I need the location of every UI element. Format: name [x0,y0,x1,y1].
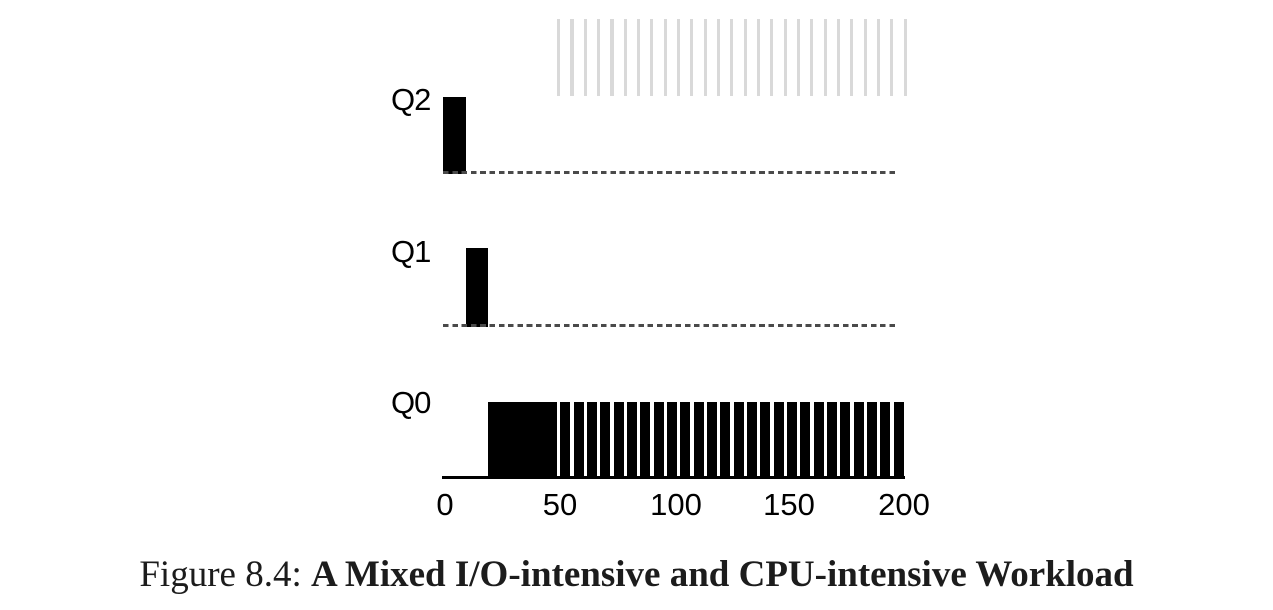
cpu-job-slice-q0 [560,402,571,477]
figure-caption-prefix: Figure 8.4: [139,554,311,595]
io-burst-tick [756,19,761,96]
cpu-job-slice-q0 [773,402,784,477]
cpu-job-slice-q0 [613,402,624,477]
io-burst-tick [636,19,641,96]
cpu-job-slice-q0 [680,402,691,477]
x-tick-label-0: 0 [436,487,454,522]
io-burst-tick [796,19,801,96]
cpu-job-slice-q0 [880,402,891,477]
io-burst-tick [703,19,707,96]
io-burst-tick [876,19,881,96]
io-burst-tick [610,19,614,96]
x-tick-label-150: 150 [763,487,815,522]
cpu-job-slice-q0 [760,402,771,477]
cpu-job-slice-q0 [733,402,744,477]
io-burst-tick [890,19,894,96]
cpu-job-slice-q0 [786,402,797,477]
cpu-job-slice-q0 [706,402,718,477]
io-burst-tick [570,19,574,96]
cpu-job-slice-q0 [693,402,704,477]
cpu-job-slice-q0 [640,402,651,477]
io-burst-tick [583,19,587,96]
baseline-dashed-q2 [443,171,898,174]
cpu-job-slice-q0 [626,402,638,477]
figure-caption-title: A Mixed I/O-intensive and CPU-intensive … [311,554,1134,595]
io-burst-tick [810,19,814,96]
cpu-job-slice-q0 [720,402,731,477]
cpu-job-slice-q0 [853,402,864,477]
cpu-job-slice-q0 [866,402,877,477]
cpu-job-slice-q0 [600,402,611,477]
cpu-job-slice-q0 [840,402,851,477]
cpu-job-solid-block-q0 [488,402,557,477]
io-burst-tick [783,19,787,96]
cpu-job-slice-q0 [800,402,811,477]
x-axis-line [442,476,905,479]
x-tick-label-200: 200 [878,487,930,522]
io-burst-tick [863,19,867,96]
cpu-job-bar-q2 [443,97,466,174]
figure-caption: Figure 8.4: A Mixed I/O-intensive and CP… [0,556,1273,593]
cpu-job-slice-q0 [653,402,664,477]
cpu-job-slice-q0 [893,402,904,477]
x-tick-label-100: 100 [650,487,702,522]
io-burst-tick [730,19,734,96]
io-burst-tick [623,19,627,96]
cpu-job-slice-q0 [826,402,837,477]
io-burst-tick [596,19,601,96]
cpu-job-slice-q0 [666,402,678,477]
queue-label-q1: Q1 [391,234,431,269]
x-tick-label-50: 50 [542,487,578,522]
queue-label-q2: Q2 [391,82,431,117]
queue-label-q0: Q0 [391,385,431,420]
io-burst-tick [716,19,721,96]
cpu-job-slice-q0 [586,402,598,477]
io-burst-tick [690,19,694,96]
io-burst-tick [836,19,841,96]
cpu-job-slice-q0 [813,402,824,477]
io-burst-tick [676,19,681,96]
cpu-job-slice-q0 [746,402,757,477]
cpu-job-bar-q1 [466,248,488,327]
io-burst-tick [903,19,907,96]
io-burst-tick [557,19,561,96]
io-burst-tick [663,19,667,96]
cpu-job-slice-q0 [573,402,584,477]
baseline-dashed-q1 [443,324,898,327]
io-burst-tick [823,19,827,96]
io-burst-tick [650,19,654,96]
io-burst-tick [770,19,774,96]
io-burst-tick [850,19,854,96]
io-burst-tick [743,19,747,96]
